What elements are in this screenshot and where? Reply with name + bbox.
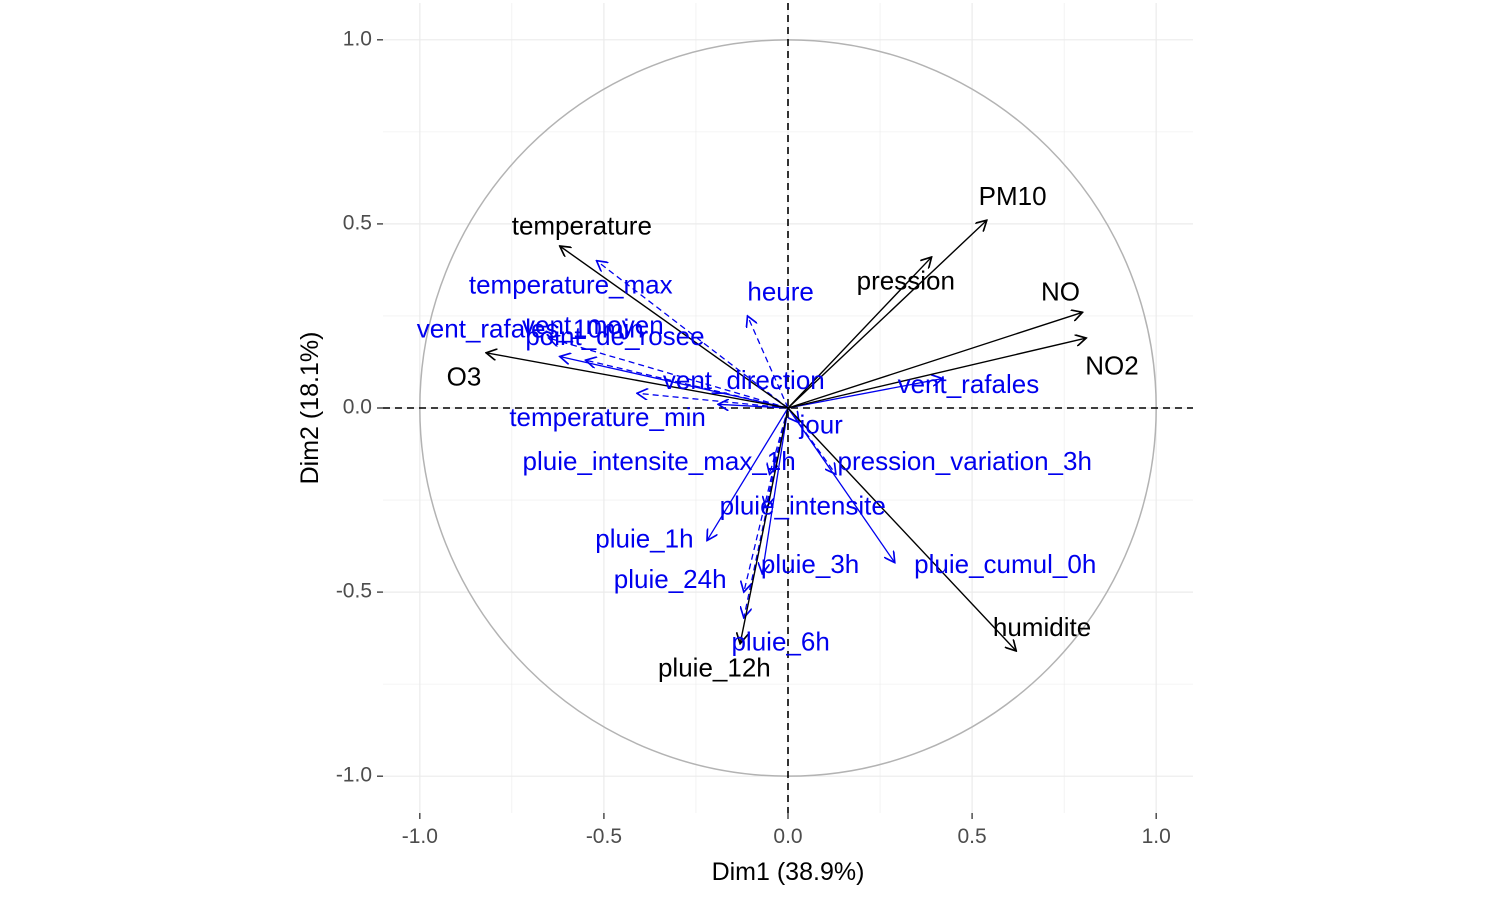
arrow-pression	[787, 257, 932, 409]
arrow-pluie-3h	[762, 407, 789, 574]
label-pluie-intensite: pluie_intensite	[720, 490, 886, 520]
arrow-heure	[748, 316, 789, 409]
zero-lines	[383, 3, 1193, 813]
arrow-humidite	[787, 407, 1016, 651]
y-tick-label: 0.0	[343, 396, 372, 419]
y-axis-title: Dim2 (18.1%)	[296, 332, 324, 485]
arrow-pluie-1h	[707, 407, 789, 541]
arrow-temperature	[560, 246, 789, 409]
arrow-vent-rafales-10min	[560, 356, 789, 409]
label-no: NO	[1041, 277, 1080, 307]
label-vent-rafales: vent_rafales	[898, 369, 1040, 399]
label-humidite: humidite	[993, 612, 1091, 642]
x-tick-label: -0.5	[586, 825, 622, 848]
label-pluie-6h: pluie_6h	[731, 627, 829, 657]
x-axis-title: Dim1 (38.9%)	[712, 858, 865, 886]
x-tick-label: 1.0	[1142, 825, 1171, 848]
arrow-pluie-12h	[740, 407, 789, 644]
arrow-o3	[486, 353, 789, 409]
label-jour: jour	[798, 409, 843, 439]
y-tick-label: 1.0	[343, 27, 372, 50]
y-tick-label: 0.5	[343, 211, 372, 234]
label-temperature-min: temperature_min	[509, 402, 706, 432]
label-temperature: temperature	[512, 210, 652, 240]
label-pluie-1h: pluie_1h	[595, 523, 693, 553]
label-vent-rafales-10min: vent_rafales_10min	[417, 314, 644, 344]
y-tick-label: -1.0	[336, 764, 372, 787]
label-pluie-intensite-max-1h: pluie_intensite_max_1h	[523, 446, 796, 476]
arrow-vent-moyen	[549, 338, 789, 409]
label-point-de-rosee: point_de_rosee	[525, 321, 704, 351]
label-pression-variation-3h: pression_variation_3h	[838, 446, 1092, 476]
label-heure: heure	[747, 277, 814, 307]
label-pluie-3h: pluie_3h	[761, 549, 859, 579]
active-arrows	[486, 220, 1086, 651]
label-temperature-max: temperature_max	[469, 269, 673, 299]
axis-ticks: -1.0 -0.5 0.0 0.5 1.0 1.0 0.5 0.0 -0.5 -1.0	[336, 27, 1171, 848]
label-pluie-cumul-0h: pluie_cumul_0h	[914, 549, 1096, 579]
x-tick-label: -1.0	[402, 825, 438, 848]
y-tick-label: -0.5	[336, 580, 372, 603]
label-vent-moyen: vent_moyen	[522, 310, 664, 340]
label-pm10: PM10	[979, 181, 1047, 211]
label-o3: O3	[447, 361, 482, 391]
arrow-no	[787, 312, 1083, 409]
arrow-point-de-rosee	[586, 360, 789, 409]
label-pluie-24h: pluie_24h	[614, 564, 727, 594]
x-tick-label: 0.5	[957, 825, 986, 848]
arrow-pluie-24h	[744, 407, 789, 592]
arrow-pm10	[787, 220, 987, 409]
arrow-no2	[787, 338, 1086, 409]
arrow-pluie-cumul-0h	[787, 407, 895, 563]
arrow-vent-rafales	[787, 379, 943, 409]
label-pluie-12h: pluie_12h	[658, 652, 771, 682]
label-vent-direction: vent_direction	[663, 365, 825, 395]
variable-labels: temperature O3 PM10 pression NO NO2 humidite pl…	[417, 181, 1139, 682]
arrow-temperature-max	[597, 261, 789, 409]
label-no2: NO2	[1085, 350, 1138, 380]
label-pression: pression	[857, 266, 955, 296]
arrow-temperature-min	[637, 393, 789, 409]
x-tick-label: 0.0	[773, 825, 802, 848]
